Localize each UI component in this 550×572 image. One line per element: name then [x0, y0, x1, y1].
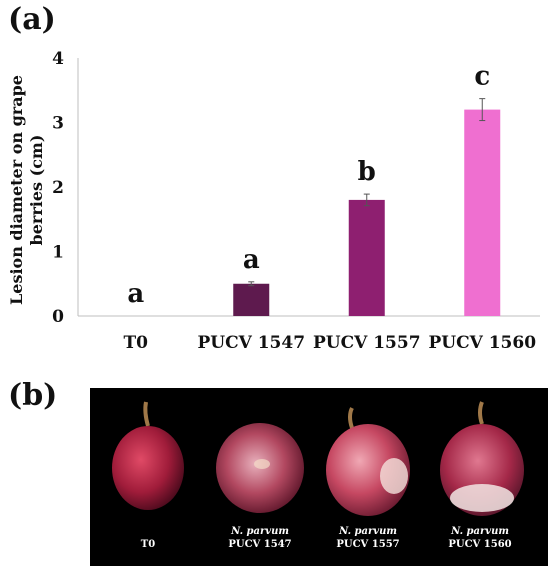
significance-letter: c [474, 62, 490, 92]
bar [348, 199, 385, 316]
stem-icon [478, 401, 484, 425]
y-tick-label: 2 [52, 178, 64, 198]
y-tick-label: 4 [52, 49, 64, 69]
significance-letter: a [127, 279, 144, 309]
caption-1547: N. parvum PUCV 1547 [228, 526, 292, 550]
stem-icon [348, 407, 354, 429]
panel-label-a: (a) [8, 2, 56, 37]
significance-letter: a [243, 245, 260, 275]
grape-berry-1557 [326, 424, 410, 516]
y-tick-label: 0 [52, 307, 64, 327]
y-tick-label: 3 [52, 114, 64, 134]
grape-berries-illustration [112, 401, 524, 516]
x-tick-label: T0 [124, 333, 149, 353]
caption-1557: N. parvum PUCV 1557 [336, 526, 400, 550]
grape-berry-t0 [112, 426, 184, 510]
bar-chart: 0 1 2 3 4 Lesion diameter on grapeberries (cm… [7, 49, 540, 353]
panel-label-b: (b) [8, 378, 58, 413]
stem-icon [143, 401, 150, 427]
x-tick-label: PUCV 1560 [428, 333, 536, 353]
grape-berries-photo: T0 N. parvum PUCV 1547 N. parvum PUCV 1557… [90, 388, 548, 566]
x-tick-label: PUCV 1547 [197, 333, 305, 353]
caption-t0: T0 [140, 539, 156, 550]
y-tick-label: 1 [52, 243, 64, 263]
y-axis-title: Lesion diameter on grapeberries (cm) [7, 75, 46, 305]
bar [464, 109, 501, 316]
x-tick-label: PUCV 1557 [313, 333, 421, 353]
significance-letter: b [358, 157, 376, 187]
bar [233, 283, 270, 316]
caption-1560: N. parvum PUCV 1560 [448, 526, 512, 550]
